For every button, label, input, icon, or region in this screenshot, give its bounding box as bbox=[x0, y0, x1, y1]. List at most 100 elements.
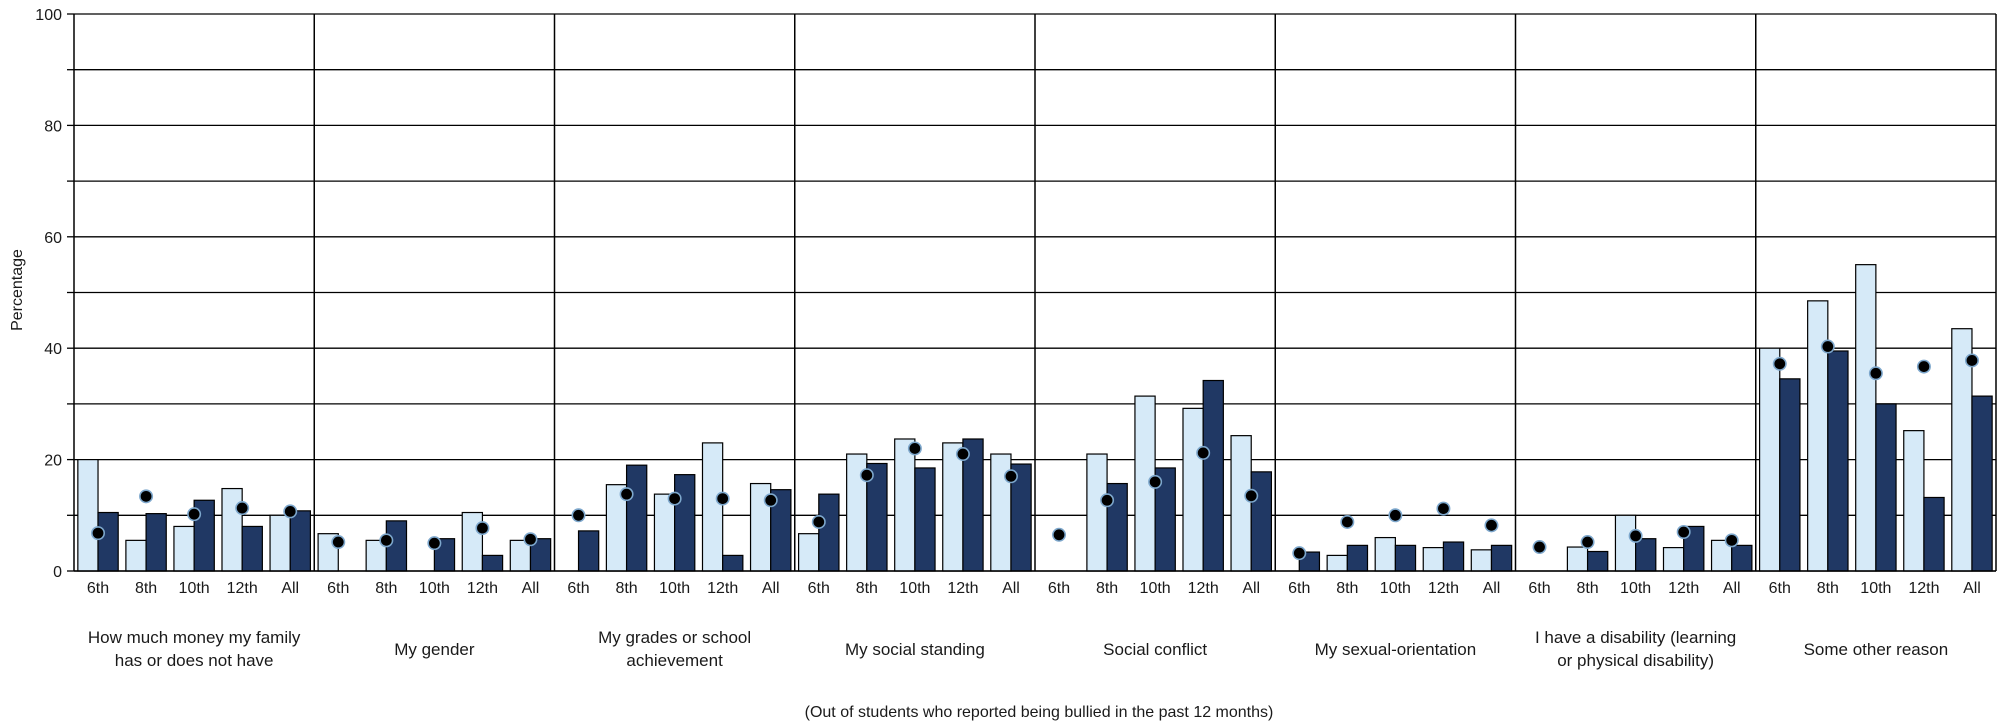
bar-dark bbox=[1202, 379, 1224, 572]
bar-dark bbox=[1490, 544, 1513, 572]
y-tick-label: 80 bbox=[44, 118, 62, 135]
bar-dark bbox=[145, 513, 167, 572]
x-tick-label: 10th bbox=[1620, 580, 1651, 597]
data-dot bbox=[91, 526, 106, 541]
data-dot bbox=[331, 535, 346, 550]
x-tick-label: All bbox=[762, 580, 780, 597]
x-tick-label: All bbox=[1963, 580, 1981, 597]
x-tick-label: 12th bbox=[707, 580, 738, 597]
bar-light bbox=[1470, 549, 1493, 572]
x-tick-label: 12th bbox=[947, 580, 978, 597]
category-label: My grades or school bbox=[598, 628, 751, 647]
bar-light bbox=[125, 539, 147, 572]
bar-light bbox=[894, 438, 916, 572]
bar-dark bbox=[1346, 544, 1369, 572]
bar-light bbox=[1182, 407, 1204, 572]
bar-light bbox=[1855, 264, 1877, 572]
bar-dark bbox=[818, 493, 840, 572]
bar-dark bbox=[1250, 471, 1273, 572]
data-dot bbox=[1196, 445, 1211, 460]
category-label: or physical disability) bbox=[1557, 651, 1714, 670]
x-tick-label: All bbox=[1002, 580, 1020, 597]
x-tick-label: All bbox=[1242, 580, 1260, 597]
category-label: achievement bbox=[626, 651, 723, 670]
bar-light bbox=[1614, 514, 1637, 572]
bar-dark bbox=[914, 467, 936, 572]
data-dot bbox=[283, 504, 298, 519]
y-tick-label: 40 bbox=[44, 341, 62, 358]
bar-dark bbox=[241, 525, 263, 572]
x-tick-label: 8th bbox=[375, 580, 397, 597]
data-dot bbox=[859, 468, 874, 483]
data-dot bbox=[523, 532, 538, 547]
x-tick-label: 6th bbox=[1769, 580, 1791, 597]
category-label: has or does not have bbox=[115, 651, 274, 670]
bar-light bbox=[461, 511, 484, 572]
data-dot bbox=[1532, 540, 1547, 555]
data-dot bbox=[1244, 488, 1259, 503]
category-label: Social conflict bbox=[1103, 640, 1207, 659]
x-tick-label: 8th bbox=[1096, 580, 1118, 597]
bar-dark bbox=[1394, 544, 1417, 572]
data-dot bbox=[1772, 356, 1787, 371]
bar-dark bbox=[1635, 538, 1657, 572]
bar-light bbox=[1230, 435, 1252, 572]
bar-light bbox=[701, 442, 724, 572]
bar-dark bbox=[1586, 550, 1609, 572]
x-tick-label: 12th bbox=[227, 580, 258, 597]
x-tick-label: 6th bbox=[567, 580, 589, 597]
data-dot bbox=[1052, 527, 1067, 542]
bar-dark bbox=[1875, 403, 1897, 572]
bar-dark bbox=[1971, 395, 1993, 572]
data-dot bbox=[1148, 474, 1163, 489]
axis-ticks bbox=[67, 13, 74, 572]
category-label: My gender bbox=[394, 640, 475, 659]
x-tick-label: All bbox=[281, 580, 299, 597]
data-dot bbox=[955, 447, 970, 462]
data-dot bbox=[139, 489, 154, 504]
data-dot bbox=[1628, 528, 1643, 543]
bar-light bbox=[653, 493, 676, 572]
y-tick-label: 0 bbox=[53, 564, 62, 581]
data-dot bbox=[1436, 501, 1451, 516]
data-dot bbox=[1676, 525, 1691, 540]
bar-dark bbox=[289, 510, 312, 572]
x-tick-label: 8th bbox=[135, 580, 157, 597]
x-tick-label: 10th bbox=[1380, 580, 1411, 597]
data-dot bbox=[1724, 533, 1739, 548]
data-dot bbox=[1292, 546, 1307, 561]
data-dot bbox=[811, 514, 826, 529]
x-tick-label: 6th bbox=[1528, 580, 1550, 597]
bar-light bbox=[1662, 547, 1685, 572]
y-tick-label: 100 bbox=[35, 7, 62, 24]
x-tick-label: All bbox=[1483, 580, 1501, 597]
y-axis-title: Percentage bbox=[9, 249, 26, 331]
bar-light bbox=[269, 514, 291, 572]
bar-dark bbox=[722, 554, 744, 572]
x-tick-label: 12th bbox=[1188, 580, 1219, 597]
x-tick-label: 10th bbox=[179, 580, 210, 597]
x-tick-label: 8th bbox=[615, 580, 637, 597]
x-tick-label: 12th bbox=[1668, 580, 1699, 597]
bar-light bbox=[1758, 347, 1781, 572]
bar-dark bbox=[1923, 496, 1945, 572]
bar-dark bbox=[97, 511, 119, 572]
bars bbox=[77, 264, 1993, 572]
data-dot bbox=[1820, 339, 1835, 354]
data-dot bbox=[475, 521, 490, 536]
data-dot bbox=[1340, 514, 1355, 529]
bar-dark bbox=[577, 530, 600, 572]
category-label: How much money my family bbox=[88, 628, 301, 647]
x-tick-label: 6th bbox=[87, 580, 109, 597]
x-tick-label: 10th bbox=[1140, 580, 1171, 597]
data-dot bbox=[1964, 353, 1979, 368]
x-tick-label: 6th bbox=[1288, 580, 1310, 597]
bar-light bbox=[942, 442, 964, 572]
bar-dark bbox=[1442, 541, 1465, 572]
bar-dark bbox=[1731, 544, 1753, 572]
data-dot bbox=[571, 508, 586, 523]
data-dot bbox=[1580, 535, 1595, 550]
data-dot bbox=[1916, 359, 1931, 374]
dots bbox=[91, 339, 1979, 561]
